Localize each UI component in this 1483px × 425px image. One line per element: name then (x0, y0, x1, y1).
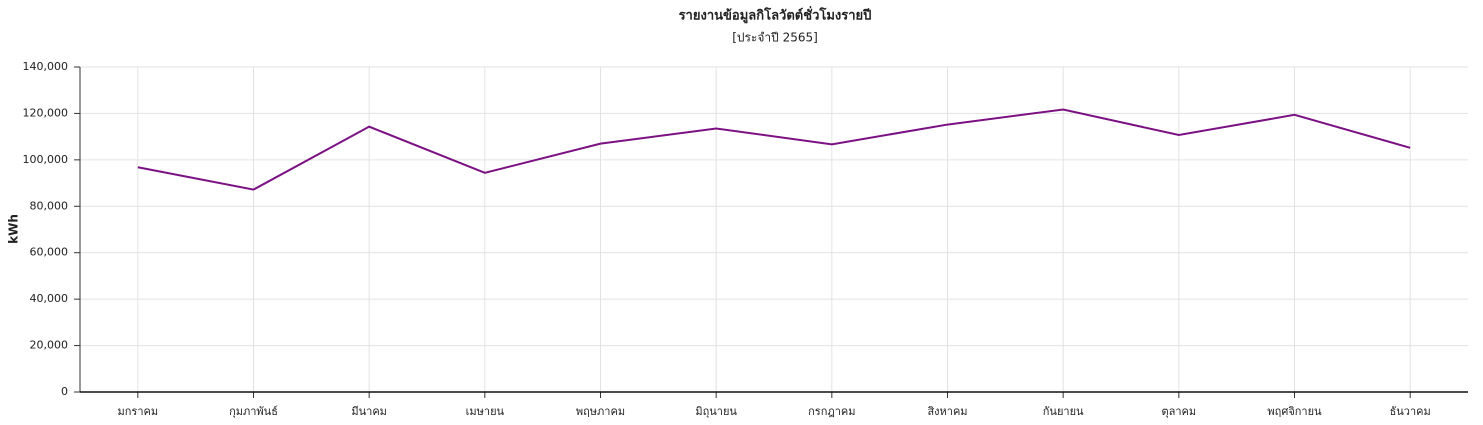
y-tick-label: 120,000 (23, 106, 69, 119)
x-tick-label: ตุลาคม (1161, 405, 1196, 418)
x-tick-label: มิถุนายน (695, 405, 737, 418)
y-tick-label: 100,000 (23, 153, 69, 166)
y-tick-label: 140,000 (23, 60, 69, 73)
data-line (137, 108, 1411, 191)
y-tick-label: 0 (61, 385, 68, 398)
x-tick-label: มกราคม (118, 405, 159, 418)
x-tick-label: กุมภาพันธ์ (229, 405, 278, 418)
x-tick-label: มีนาคม (351, 405, 387, 418)
chart-subtitle: [ประจำปี 2565] (732, 31, 818, 45)
y-axis-label: kWh (7, 214, 21, 244)
x-tick-label: ธันวาคม (1390, 405, 1431, 418)
x-tick-label: เมษายน (466, 405, 505, 418)
y-tick-label: 60,000 (30, 246, 69, 259)
y-tick-label: 20,000 (30, 339, 69, 352)
x-tick-label: พฤษภาคม (576, 405, 625, 418)
x-tick-label: พฤศจิกายน (1267, 405, 1322, 418)
chart-title: รายงานข้อมูลกิโลวัตต์ชั่วโมงรายปี (679, 6, 872, 24)
x-tick-label: สิงหาคม (927, 405, 967, 418)
x-tick-label: กันยายน (1043, 405, 1084, 418)
x-tick-label: กรกฎาคม (808, 405, 855, 418)
y-tick-label: 80,000 (30, 199, 69, 212)
y-tick-label: 40,000 (30, 292, 69, 305)
